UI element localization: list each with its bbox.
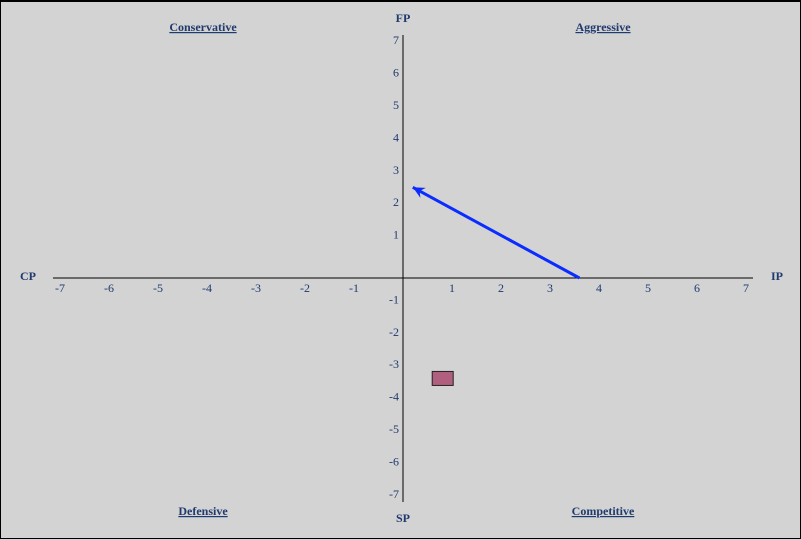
- y-tick-label: -7: [389, 487, 399, 501]
- y-tick-label: -3: [389, 357, 399, 371]
- vector-arrowhead: [412, 187, 426, 198]
- y-tick-label: 4: [393, 130, 399, 144]
- data-marker: [431, 370, 454, 386]
- x-tick-label: -3: [251, 281, 261, 295]
- x-tick-label: 5: [645, 281, 651, 295]
- x-tick-label: 1: [449, 281, 455, 295]
- x-tick-label: 6: [694, 281, 700, 295]
- x-tick-label: 3: [547, 281, 553, 295]
- y-tick-label: 3: [393, 163, 399, 177]
- y-tick-label: 1: [393, 228, 399, 242]
- x-tick-label: -2: [300, 281, 310, 295]
- y-tick-label: 2: [393, 195, 399, 209]
- x-tick-label: -6: [104, 281, 114, 295]
- direction-vector: [412, 185, 581, 280]
- x-tick-label: -5: [153, 281, 163, 295]
- quadrant-label-defensive: Defensive: [178, 504, 228, 518]
- y-tick-label: -5: [389, 422, 399, 436]
- quadrant-label-conservative: Conservative: [169, 20, 237, 34]
- y-tick-label: 5: [393, 98, 399, 112]
- quadrant-label-aggressive: Aggressive: [575, 20, 631, 34]
- x-tick-label: -4: [202, 281, 212, 295]
- quadrant-label-competitive: Competitive: [572, 504, 635, 518]
- axis-label-sp: SP: [396, 511, 410, 525]
- y-tick-label: -2: [389, 325, 399, 339]
- axis-label-ip: IP: [771, 269, 783, 283]
- y-tick-label: 7: [393, 33, 399, 47]
- axis-label-fp: FP: [396, 11, 411, 25]
- x-tick-label: 2: [498, 281, 504, 295]
- y-tick-label: -4: [389, 390, 399, 404]
- x-tick-label: -1: [349, 281, 359, 295]
- x-tick-label: -7: [55, 281, 65, 295]
- y-tick-label: -6: [389, 454, 399, 468]
- axis-label-cp: CP: [20, 269, 36, 283]
- x-tick-label: 4: [596, 281, 602, 295]
- y-tick-label: 6: [393, 66, 399, 80]
- x-tick-label: 7: [743, 281, 749, 295]
- y-tick-label: -1: [389, 292, 399, 306]
